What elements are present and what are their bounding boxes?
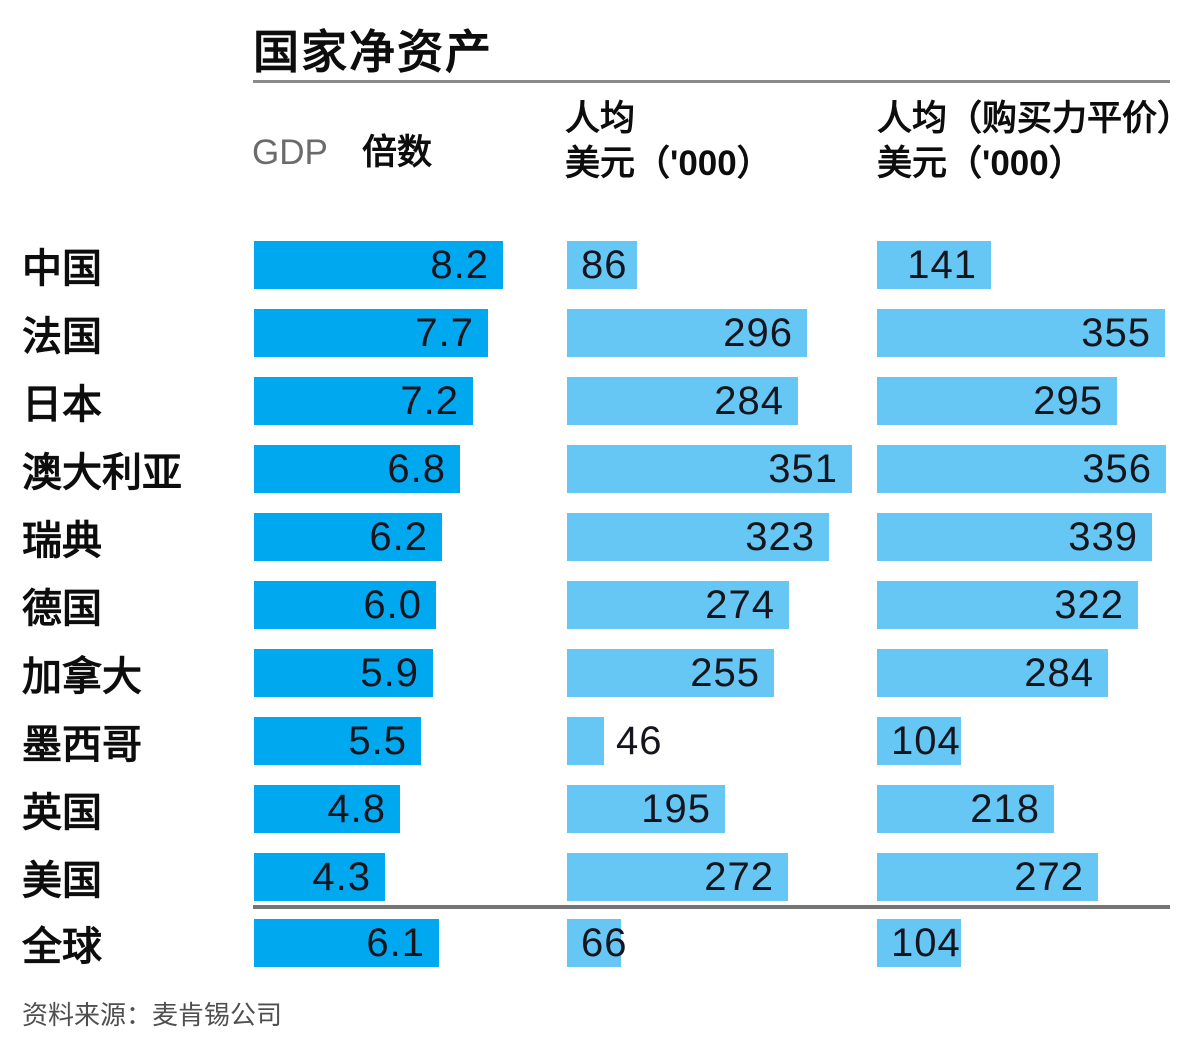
row-label-7: 加拿大 <box>22 655 142 699</box>
bar-s1-中国: 8.2 <box>254 241 503 289</box>
bar-s1-日本: 7.2 <box>254 377 473 425</box>
header-per-capita-usd: 人均 美元（'000） <box>565 96 772 186</box>
bar-value-label: 5.9 <box>360 650 419 695</box>
row-label-8: 墨西哥 <box>22 723 142 767</box>
bar-s3-全球: 104 <box>877 919 961 967</box>
bar-value-label: 284 <box>1024 650 1094 695</box>
bar-s2-墨西哥 <box>567 717 604 765</box>
row-label-4: 澳大利亚 <box>22 451 182 495</box>
bar-value-label: 6.0 <box>363 582 422 627</box>
bar-s1-全球: 6.1 <box>254 919 439 967</box>
bar-value-label: 255 <box>690 650 760 695</box>
bar-s1-英国: 4.8 <box>254 785 400 833</box>
bar-s1-德国: 6.0 <box>254 581 436 629</box>
bar-s2-日本: 284 <box>567 377 798 425</box>
bar-s2-澳大利亚: 351 <box>567 445 852 493</box>
bar-s3-加拿大: 284 <box>877 649 1108 697</box>
bar-s2-德国: 274 <box>567 581 789 629</box>
bar-value-label: 355 <box>1081 310 1151 355</box>
bar-s1-澳大利亚: 6.8 <box>254 445 460 493</box>
row-label-9: 英国 <box>22 791 102 835</box>
bar-s3-中国: 141 <box>877 241 991 289</box>
bar-s1-加拿大: 5.9 <box>254 649 433 697</box>
bar-value-label: 272 <box>1014 854 1084 899</box>
bar-value-label: 284 <box>714 378 784 423</box>
bar-value-label: 351 <box>768 446 838 491</box>
bar-s1-瑞典: 6.2 <box>254 513 442 561</box>
bar-s3-德国: 322 <box>877 581 1138 629</box>
row-label-3: 日本 <box>22 383 102 427</box>
row-label-2: 法国 <box>22 315 102 359</box>
header-per-capita-ppp-line2: 美元（'000） <box>877 144 1084 183</box>
bar-value-label: 46 <box>616 718 663 763</box>
bar-s2-加拿大: 255 <box>567 649 774 697</box>
bar-s3-澳大利亚: 356 <box>877 445 1166 493</box>
bar-value-label: 323 <box>745 514 815 559</box>
header-gdp-multiple: 倍数 <box>362 133 433 172</box>
row-label-10: 美国 <box>22 859 102 903</box>
bar-value-label: 195 <box>641 786 711 831</box>
title-underline <box>253 80 1170 83</box>
bar-value-label: 104 <box>891 920 961 965</box>
bar-value-label: 295 <box>1033 378 1103 423</box>
bar-value-label: 8.2 <box>430 242 489 287</box>
row-label-11: 全球 <box>22 925 102 969</box>
bar-s3-法国: 355 <box>877 309 1165 357</box>
bar-value-label: 356 <box>1082 446 1152 491</box>
bar-value-label: 104 <box>891 718 961 763</box>
bar-s3-瑞典: 339 <box>877 513 1152 561</box>
bar-s3-日本: 295 <box>877 377 1117 425</box>
row-label-6: 德国 <box>22 587 102 631</box>
bar-value-label: 7.7 <box>415 310 474 355</box>
bar-value-label: 322 <box>1054 582 1124 627</box>
bar-s2-全球: 66 <box>567 919 627 967</box>
bar-s3-美国: 272 <box>877 853 1098 901</box>
bar-s1-法国: 7.7 <box>254 309 488 357</box>
bar-value-label: 141 <box>907 242 977 287</box>
bar-s3-墨西哥: 104 <box>877 717 961 765</box>
bar-s2-英国: 195 <box>567 785 725 833</box>
bar-value-label: 86 <box>581 242 628 287</box>
bar-s2-法国: 296 <box>567 309 807 357</box>
row-label-1: 中国 <box>22 247 102 291</box>
bar-value-label: 4.8 <box>327 786 386 831</box>
page-title: 国家净资产 <box>253 26 493 78</box>
bar-s1-墨西哥: 5.5 <box>254 717 421 765</box>
bar-value-label: 272 <box>704 854 774 899</box>
bar-value-label: 4.3 <box>312 854 371 899</box>
bar-s2-美国: 272 <box>567 853 788 901</box>
bar-s2-瑞典: 323 <box>567 513 829 561</box>
bar-value-label: 66 <box>581 920 628 965</box>
bar-value-label: 274 <box>705 582 775 627</box>
global-separator <box>253 905 1170 909</box>
bar-value-label: 6.2 <box>369 514 428 559</box>
header-gdp: GDP <box>252 133 328 172</box>
source-note: 资料来源：麦肯锡公司 <box>22 1000 283 1030</box>
header-per-capita-ppp: 人均（购买力平价） 美元（'000） <box>877 96 1192 186</box>
bar-value-label: 5.5 <box>348 718 407 763</box>
bar-value-label: 7.2 <box>400 378 459 423</box>
header-per-capita-ppp-line1: 人均（购买力平价） <box>877 99 1193 138</box>
bar-s3-英国: 218 <box>877 785 1054 833</box>
bar-value-label: 296 <box>723 310 793 355</box>
header-per-capita-usd-line2: 美元（'000） <box>565 144 772 183</box>
header-per-capita-usd-line1: 人均 <box>565 99 636 138</box>
bar-s2-中国: 86 <box>567 241 637 289</box>
bar-value-label: 339 <box>1068 514 1138 559</box>
bar-s1-美国: 4.3 <box>254 853 385 901</box>
bar-value-label: 6.8 <box>387 446 446 491</box>
bar-value-label: 218 <box>970 786 1040 831</box>
bar-value-label: 6.1 <box>366 920 425 965</box>
row-label-5: 瑞典 <box>22 519 102 563</box>
